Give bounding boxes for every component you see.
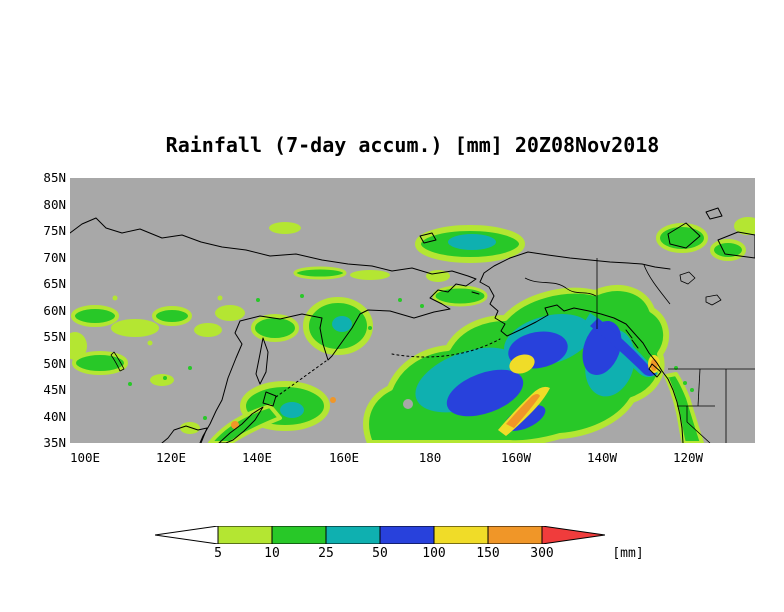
precip-region-blue bbox=[446, 318, 656, 431]
y-tick-label: 50N bbox=[43, 355, 66, 371]
x-tick-label: 100E bbox=[69, 450, 101, 465]
rivers-and-borders bbox=[110, 258, 755, 443]
x-tick-label: 140W bbox=[586, 450, 618, 465]
colorbar-segment bbox=[487, 526, 543, 544]
colorbar-segment bbox=[379, 526, 435, 544]
colorbar-segment bbox=[433, 526, 489, 544]
map-svg bbox=[70, 178, 755, 443]
colorbar-segment bbox=[325, 526, 381, 544]
y-tick-label: 65N bbox=[43, 276, 66, 291]
y-tick-label: 60N bbox=[43, 302, 66, 318]
colorbar-tick-label: 5 bbox=[214, 546, 222, 561]
y-tick-label: 85N bbox=[43, 170, 66, 185]
y-tick-label: 40N bbox=[43, 408, 66, 424]
colorbar bbox=[155, 526, 605, 544]
chart-title: Rainfall (7-day accum.) [mm] 20Z08Nov201… bbox=[165, 133, 660, 157]
colorbar-tick-label: 10 bbox=[264, 546, 280, 561]
x-tick-label: 120W bbox=[672, 450, 704, 465]
y-tick-label: 70N bbox=[43, 249, 66, 265]
coastlines bbox=[70, 207, 755, 443]
colorbar-segment bbox=[217, 526, 273, 544]
colorbar-arrow-right bbox=[541, 526, 605, 544]
colorbar-tick-label: 300 bbox=[530, 546, 554, 561]
y-tick-label: 55N bbox=[43, 329, 66, 344]
x-tick-label: 180 bbox=[418, 450, 442, 465]
y-tick-label: 80N bbox=[43, 196, 66, 212]
y-tick-label: 75N bbox=[43, 223, 66, 238]
y-tick-label: 45N bbox=[43, 382, 66, 397]
map-plot-area bbox=[70, 178, 755, 443]
x-tick-label: 120E bbox=[155, 450, 187, 465]
colorbar-tick-label: 25 bbox=[318, 546, 334, 561]
x-tick-label: 160E bbox=[328, 450, 360, 465]
colorbar-arrow-left bbox=[155, 526, 219, 544]
colorbar-tick-label: 150 bbox=[476, 546, 500, 561]
colorbar-tick-label: 50 bbox=[372, 546, 388, 561]
colorbar-tick-label: 100 bbox=[422, 546, 446, 561]
x-tick-label: 160W bbox=[500, 450, 532, 465]
colorbar-segment bbox=[271, 526, 327, 544]
colorbar-svg bbox=[155, 526, 605, 544]
colorbar-units-label: [mm] bbox=[612, 546, 644, 561]
y-tick-label: 35N bbox=[43, 435, 66, 450]
precip-speckles bbox=[128, 294, 694, 420]
x-tick-label: 140E bbox=[241, 450, 273, 465]
precip-spiral-eye bbox=[403, 399, 413, 409]
